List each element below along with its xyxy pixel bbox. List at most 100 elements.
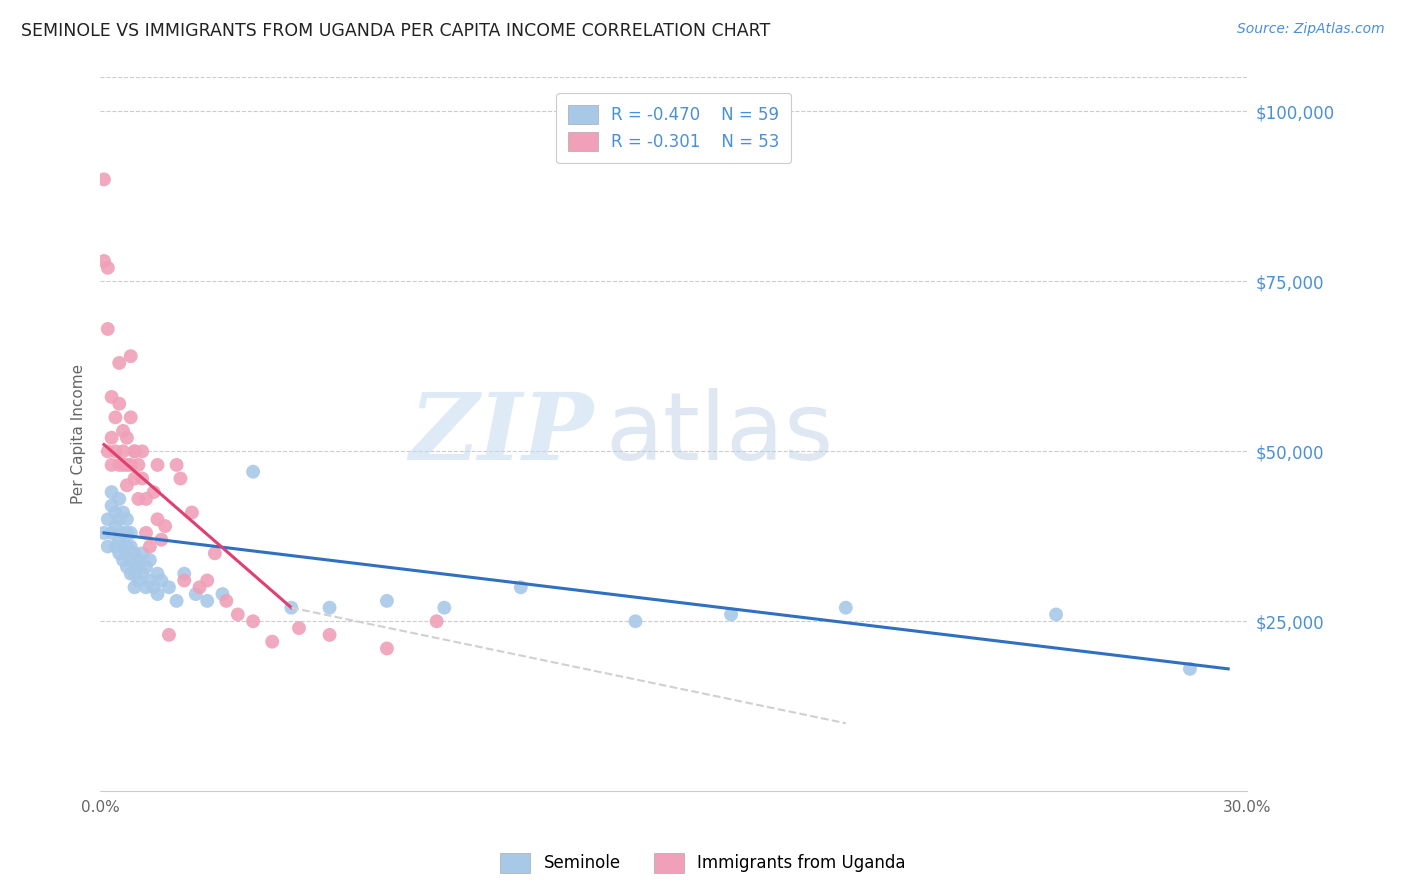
Point [188, 580, 211, 594]
Point [115, 540, 138, 554]
Point [127, 560, 149, 574]
Point [242, 614, 264, 628]
Point [112, 506, 135, 520]
Point [146, 587, 169, 601]
Point [166, 458, 188, 472]
Point [624, 614, 647, 628]
Point [104, 410, 127, 425]
Point [242, 465, 264, 479]
Point [1178, 662, 1201, 676]
Point [115, 431, 138, 445]
Point [97, 260, 120, 275]
Point [135, 560, 157, 574]
Point [100, 499, 122, 513]
Text: atlas: atlas [605, 388, 834, 480]
Point [142, 580, 165, 594]
Point [120, 525, 142, 540]
Point [146, 512, 169, 526]
Point [131, 444, 153, 458]
Point [142, 485, 165, 500]
Point [211, 587, 233, 601]
Point [97, 444, 120, 458]
Point [426, 614, 449, 628]
Point [93, 254, 115, 268]
Point [108, 458, 131, 472]
Point [112, 553, 135, 567]
Point [146, 566, 169, 581]
Point [100, 458, 122, 472]
Point [195, 594, 218, 608]
Point [215, 594, 238, 608]
Point [100, 431, 122, 445]
Point [1045, 607, 1067, 622]
Point [166, 594, 188, 608]
Point [153, 519, 176, 533]
Point [835, 600, 858, 615]
Point [112, 444, 135, 458]
Point [93, 525, 115, 540]
Point [288, 621, 311, 635]
Point [112, 458, 135, 472]
Point [280, 600, 302, 615]
Point [100, 525, 122, 540]
Point [509, 580, 531, 594]
Point [375, 594, 398, 608]
Point [120, 349, 142, 363]
Point [108, 491, 131, 506]
Point [108, 397, 131, 411]
Point [112, 424, 135, 438]
Point [104, 444, 127, 458]
Point [120, 540, 142, 554]
Point [115, 478, 138, 492]
Point [97, 540, 120, 554]
Point [157, 628, 180, 642]
Point [120, 458, 142, 472]
Point [112, 525, 135, 540]
Point [139, 553, 162, 567]
Point [100, 390, 122, 404]
Point [115, 546, 138, 560]
Point [131, 566, 153, 581]
Point [97, 322, 120, 336]
Point [139, 574, 162, 588]
Point [226, 607, 249, 622]
Point [127, 553, 149, 567]
Point [135, 580, 157, 594]
Point [108, 546, 131, 560]
Point [195, 574, 218, 588]
Point [124, 471, 146, 485]
Point [150, 533, 173, 547]
Point [120, 410, 142, 425]
Point [120, 566, 142, 581]
Legend: Seminole, Immigrants from Uganda: Seminole, Immigrants from Uganda [494, 847, 912, 880]
Point [135, 491, 157, 506]
Point [173, 566, 195, 581]
Point [104, 540, 127, 554]
Text: ZIP: ZIP [409, 389, 593, 479]
Point [108, 356, 131, 370]
Point [104, 506, 127, 520]
Point [124, 566, 146, 581]
Point [127, 458, 149, 472]
Point [124, 444, 146, 458]
Point [124, 444, 146, 458]
Point [169, 471, 191, 485]
Point [318, 628, 340, 642]
Point [93, 172, 115, 186]
Point [180, 506, 202, 520]
Point [115, 560, 138, 574]
Point [108, 512, 131, 526]
Legend: R = -0.470    N = 59, R = -0.301    N = 53: R = -0.470 N = 59, R = -0.301 N = 53 [557, 93, 792, 163]
Point [318, 600, 340, 615]
Point [184, 587, 207, 601]
Point [135, 525, 157, 540]
Point [146, 458, 169, 472]
Point [131, 546, 153, 560]
Point [124, 580, 146, 594]
Point [127, 574, 149, 588]
Point [433, 600, 456, 615]
Point [115, 525, 138, 540]
Point [127, 491, 149, 506]
Point [262, 634, 284, 648]
Point [157, 580, 180, 594]
